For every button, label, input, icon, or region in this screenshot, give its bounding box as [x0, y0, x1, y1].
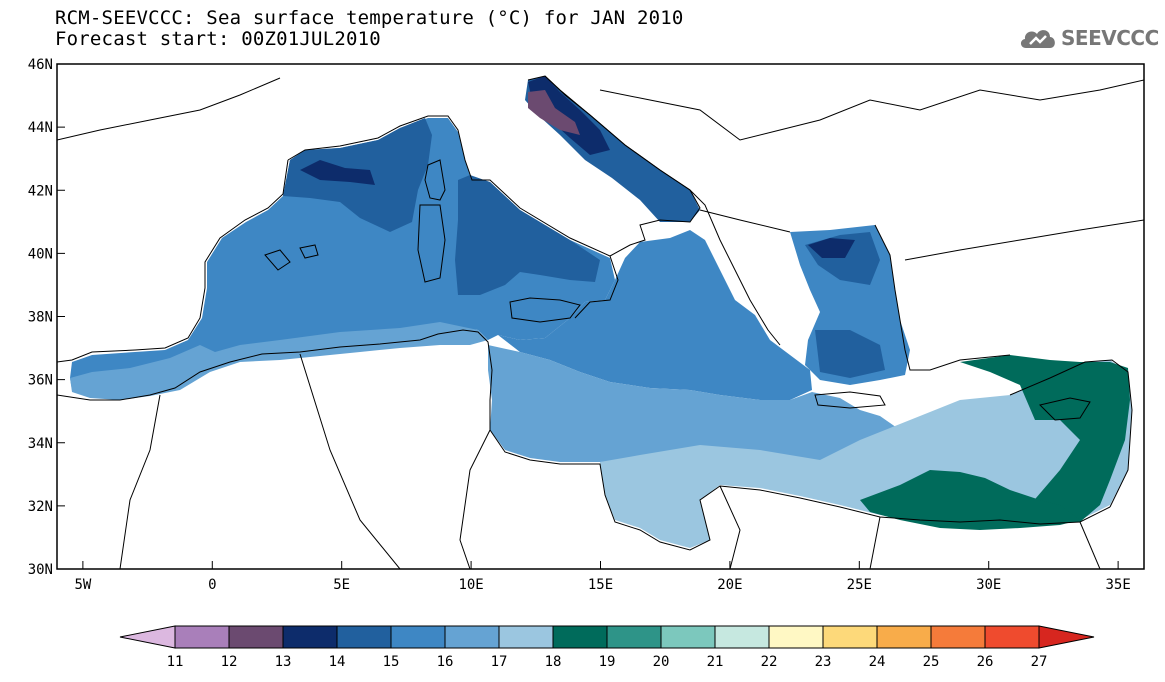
- lat-tick-label: 36N: [28, 373, 53, 389]
- colorbar-swatch: [606, 625, 662, 649]
- colorbar-label: 23: [815, 654, 832, 670]
- colorbar-label: 25: [923, 654, 940, 670]
- colorbar-max-arrow: [1038, 625, 1095, 649]
- colorbar-swatch: [822, 625, 878, 649]
- colorbar-label: 16: [437, 654, 454, 670]
- colorbar-swatch: [552, 625, 608, 649]
- title-line-1: RCM-SEEVCCC: Sea surface temperature (°C…: [55, 7, 684, 29]
- colorbar-swatch: [390, 625, 446, 649]
- colorbar-swatch: [174, 625, 230, 649]
- title-line-2: Forecast start: 00Z01JUL2010: [55, 28, 381, 50]
- colorbar-label: 19: [599, 654, 616, 670]
- colorbar-swatch: [498, 625, 554, 649]
- colorbar-label: 17: [491, 654, 508, 670]
- lat-tick-label: 32N: [28, 499, 53, 515]
- colorbar-label: 15: [383, 654, 400, 670]
- colorbar-label: 20: [653, 654, 670, 670]
- colorbar-swatch: [768, 625, 824, 649]
- colorbar-swatch: [336, 625, 392, 649]
- lon-tick-label: 25E: [847, 577, 872, 593]
- colorbar-swatch: [282, 625, 338, 649]
- lon-tick-label: 5E: [333, 577, 350, 593]
- colorbar-swatch: [444, 625, 500, 649]
- lat-tick-label: 30N: [28, 562, 53, 578]
- lat-tick-label: 42N: [28, 183, 53, 199]
- lon-tick-label: 35E: [1105, 577, 1130, 593]
- lon-tick-label: 0: [208, 577, 216, 593]
- colorbar-label: 11: [167, 654, 184, 670]
- coastlines: [57, 75, 1144, 569]
- colorbar-swatch: [876, 625, 932, 649]
- lon-tick-label: 15E: [588, 577, 613, 593]
- seevccc-logo: SEEVCCC: [1018, 24, 1159, 52]
- colorbar-label: 13: [275, 654, 292, 670]
- cloud-icon: [1020, 30, 1055, 48]
- lat-tick-label: 44N: [28, 120, 53, 136]
- colorbar-min-arrow: [119, 625, 176, 649]
- colorbar-label: 12: [221, 654, 238, 670]
- colorbar-label: 24: [869, 654, 886, 670]
- colorbar-label: 18: [545, 654, 562, 670]
- colorbar-swatch: [984, 625, 1040, 649]
- lon-tick-label: 10E: [458, 577, 483, 593]
- colorbar-label: 14: [329, 654, 346, 670]
- map-title: RCM-SEEVCCC: Sea surface temperature (°C…: [55, 8, 684, 50]
- lon-tick-label: 30E: [976, 577, 1001, 593]
- colorbar-label: 26: [977, 654, 994, 670]
- colorbar-swatch: [660, 625, 716, 649]
- colorbar-label: 22: [761, 654, 778, 670]
- sst-field: [70, 76, 1132, 548]
- lat-tick-label: 46N: [28, 57, 53, 73]
- colorbar-swatch: [228, 625, 284, 649]
- lat-tick-label: 38N: [28, 310, 53, 326]
- lat-tick-label: 40N: [28, 246, 53, 262]
- colorbar: 11 12 13 14 15 16 17 18 19 20 21 22 23 24 25 26 27: [119, 625, 1095, 670]
- colorbar-label: 27: [1031, 654, 1048, 670]
- colorbar-label: 21: [707, 654, 724, 670]
- colorbar-swatch: [714, 625, 770, 649]
- lat-tick-label: 34N: [28, 436, 53, 452]
- logo-text: SEEVCCC: [1061, 26, 1159, 50]
- lon-tick-label: 5W: [74, 577, 91, 593]
- map-axes: 46N 44N 42N 40N 38N 36N 34N 32N 30N 5W 0 5E 10E 15E 20…: [28, 57, 1131, 593]
- lon-tick-label: 20E: [717, 577, 742, 593]
- colorbar-swatch: [930, 625, 986, 649]
